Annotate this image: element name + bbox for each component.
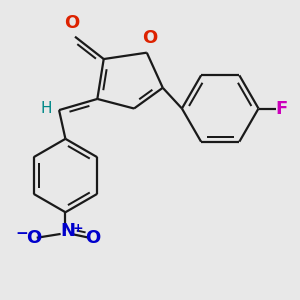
Text: O: O (26, 229, 42, 247)
Text: −: − (15, 226, 28, 242)
Text: H: H (40, 101, 52, 116)
Text: O: O (85, 229, 100, 247)
Text: F: F (276, 100, 288, 118)
Text: O: O (142, 29, 157, 47)
Text: N: N (61, 222, 76, 240)
Text: +: + (73, 222, 83, 235)
Text: O: O (64, 14, 80, 32)
